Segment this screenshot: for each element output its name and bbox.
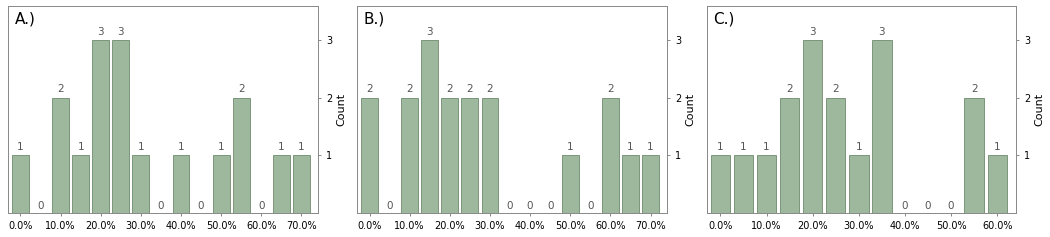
Text: 0: 0 (547, 201, 553, 211)
Text: 1: 1 (567, 142, 573, 152)
Text: 1: 1 (763, 142, 770, 152)
Bar (72, 155, 89, 213)
Bar (711, 155, 730, 213)
Text: 2: 2 (607, 84, 614, 94)
Y-axis label: Count: Count (336, 93, 346, 126)
Text: A.): A.) (15, 12, 36, 27)
Text: 2: 2 (466, 84, 474, 94)
Text: 2: 2 (238, 84, 245, 94)
Text: 3: 3 (879, 27, 885, 37)
Text: 2: 2 (786, 84, 793, 94)
Text: 1: 1 (17, 142, 24, 152)
Bar (293, 155, 310, 213)
Text: 3: 3 (118, 27, 124, 37)
Text: 1: 1 (218, 142, 225, 152)
Text: 2: 2 (971, 84, 978, 94)
Text: 0: 0 (902, 201, 908, 211)
Bar (803, 40, 822, 213)
Bar (643, 155, 659, 213)
Text: 2: 2 (58, 84, 64, 94)
Text: 0: 0 (507, 201, 513, 211)
Bar (757, 155, 776, 213)
Bar (92, 40, 109, 213)
Text: C.): C.) (713, 12, 734, 27)
Text: 3: 3 (98, 27, 104, 37)
Text: 1: 1 (278, 142, 285, 152)
Bar (112, 40, 129, 213)
Bar (361, 98, 378, 213)
Text: 1: 1 (78, 142, 84, 152)
Y-axis label: Count: Count (1034, 93, 1045, 126)
Bar (213, 155, 230, 213)
Text: 0: 0 (158, 201, 164, 211)
Bar (780, 98, 799, 213)
Bar (273, 155, 290, 213)
Text: 3: 3 (810, 27, 816, 37)
Text: 0: 0 (925, 201, 931, 211)
Text: 1: 1 (740, 142, 747, 152)
Text: 2: 2 (486, 84, 494, 94)
Bar (826, 98, 845, 213)
Text: 2: 2 (833, 84, 839, 94)
Bar (441, 98, 458, 213)
Bar (12, 155, 29, 213)
Text: 1: 1 (647, 142, 654, 152)
Bar (849, 155, 868, 213)
Bar (965, 98, 984, 213)
Text: 1: 1 (177, 142, 185, 152)
Text: 1: 1 (717, 142, 723, 152)
Bar (421, 40, 438, 213)
Text: 0: 0 (527, 201, 533, 211)
Text: 0: 0 (258, 201, 265, 211)
Text: 1: 1 (627, 142, 634, 152)
Bar (988, 155, 1007, 213)
Bar (461, 98, 479, 213)
Text: 1: 1 (994, 142, 1001, 152)
Text: 3: 3 (426, 27, 433, 37)
Text: B.): B.) (363, 12, 385, 27)
Text: 0: 0 (386, 201, 393, 211)
Text: 0: 0 (948, 201, 954, 211)
Bar (52, 98, 69, 213)
Bar (734, 155, 753, 213)
Bar (602, 98, 618, 213)
Text: 1: 1 (298, 142, 304, 152)
Text: 1: 1 (856, 142, 862, 152)
Text: 2: 2 (446, 84, 454, 94)
Text: 2: 2 (406, 84, 413, 94)
Text: 0: 0 (38, 201, 44, 211)
Bar (482, 98, 499, 213)
Bar (401, 98, 418, 213)
Bar (622, 155, 638, 213)
Bar (873, 40, 891, 213)
Bar (132, 155, 149, 213)
Text: 0: 0 (197, 201, 205, 211)
Text: 1: 1 (138, 142, 144, 152)
Bar (172, 155, 189, 213)
Text: 2: 2 (366, 84, 373, 94)
Bar (233, 98, 250, 213)
Bar (562, 155, 579, 213)
Y-axis label: Count: Count (686, 93, 695, 126)
Text: 0: 0 (587, 201, 593, 211)
